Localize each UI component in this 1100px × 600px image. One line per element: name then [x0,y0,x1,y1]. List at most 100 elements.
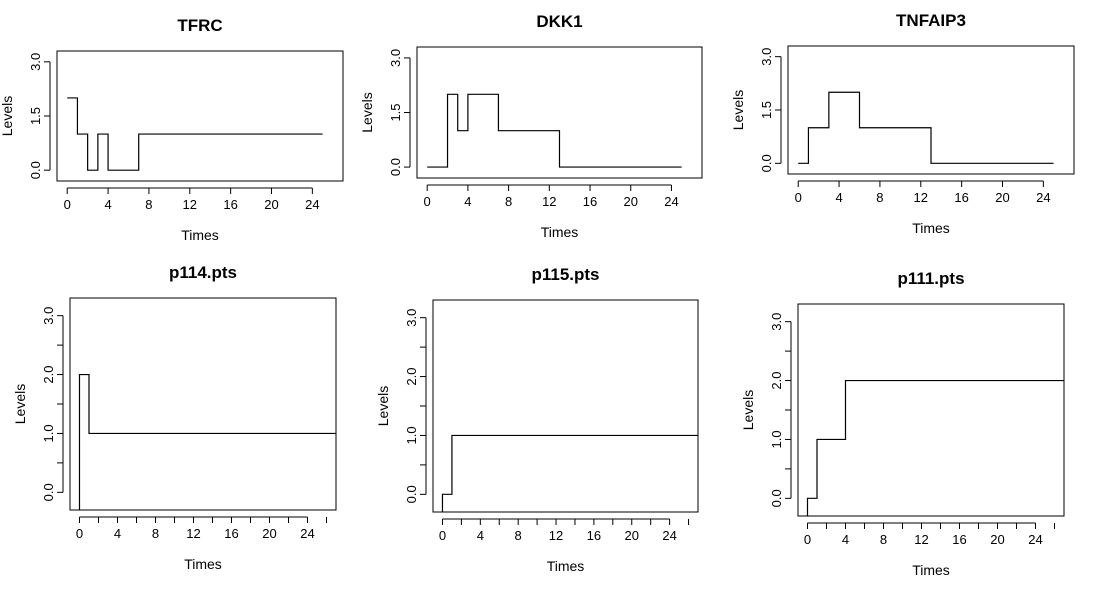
y-axis-label: Levels [730,90,746,130]
x-tick-label: 4 [464,194,471,209]
series-step-line [78,373,336,510]
plot-frame [432,299,699,513]
x-axis-label: Times [181,227,219,243]
x-tick-label: 0 [424,194,431,209]
x-tick-label: 8 [505,194,512,209]
chart-title: TNFAIP3 [896,11,966,30]
x-tick-label: 24 [664,194,678,209]
y-axis-label: Levels [12,384,28,424]
y-tick-label: 3.0 [388,49,403,67]
y-axis-label: Levels [740,390,756,430]
x-tick-label: 12 [183,197,197,212]
x-tick-label: 0 [795,190,802,205]
plot-frame [797,303,1065,517]
y-tick-label: 2.0 [769,372,784,390]
x-tick-label: 16 [587,528,601,543]
chart-panel-3: TNFAIP3 0 4 8 12 16 20 24 Times 0.0 1.5 3.0 Levels [730,11,1075,236]
x-tick-label: 24 [305,197,319,212]
chart-title: TFRC [177,16,222,35]
plot-frame [787,45,1075,175]
y-tick-label: 0.0 [388,158,403,176]
series-step-line [67,97,323,171]
x-tick-label: 24 [1036,190,1050,205]
x-tick-label: 24 [300,526,314,541]
x-tick-label: 20 [624,194,638,209]
y-tick-label: 0.0 [28,161,43,179]
x-tick-label: 8 [145,197,152,212]
x-tick-label: 0 [804,532,811,547]
y-tick-label: 1.0 [404,426,419,444]
y-tick-label: 3.0 [759,48,774,66]
chart-panel-4: p114.pts 0 4 8 12 16 20 24 Times 0.0 1.0 2.0 3.0 Leve… [12,263,337,572]
chart-title: p114.pts [169,263,237,282]
y-tick-label: 1.5 [388,103,403,121]
y-axis-label: Levels [0,96,15,136]
y-tick-label: 1.5 [759,101,774,119]
x-tick-label: 20 [995,190,1009,205]
x-tick-label: 16 [954,190,968,205]
x-tick-label: 12 [549,528,563,543]
chart-title: DKK1 [536,12,582,31]
chart-panel-1: TFRC 0 4 8 12 16 20 24 Times 0.0 1.5 3.0 Levels [0,16,344,243]
y-tick-label: 0.0 [759,154,774,172]
x-tick-label: 16 [223,197,237,212]
y-axis-label: Levels [359,92,375,132]
y-tick-label: 2.0 [41,366,56,384]
y-tick-label: 1.5 [28,107,43,125]
x-tick-label: 0 [76,526,83,541]
x-tick-label: 20 [264,197,278,212]
x-tick-label: 24 [1028,532,1042,547]
chart-panel-2: DKK1 0 4 8 12 16 20 24 Times 0.0 1.5 3.0 Levels [359,12,703,240]
plot-frame [69,297,337,511]
y-tick-label: 3.0 [41,307,56,325]
x-axis-label: Times [912,220,950,236]
x-tick-label: 0 [64,197,71,212]
x-tick-label: 16 [224,526,238,541]
y-axis-label: Levels [375,386,391,426]
x-tick-label: 16 [952,532,966,547]
x-axis-label: Times [541,224,579,240]
chart-title: p115.pts [531,265,599,284]
x-tick-label: 12 [186,526,200,541]
y-tick-label: 0.0 [769,489,784,507]
y-tick-label: 2.0 [404,368,419,386]
y-tick-label: 1.0 [769,430,784,448]
chart-panel-5: p115.pts 0 4 8 12 16 20 24 Times 0.0 1.0 2.0 3.0 Leve… [375,265,699,574]
x-tick-label: 12 [914,532,928,547]
x-tick-label: 8 [876,190,883,205]
x-tick-label: 4 [835,190,842,205]
x-axis-label: Times [912,562,950,578]
x-tick-label: 8 [152,526,159,541]
y-tick-label: 0.0 [404,485,419,503]
x-axis-label: Times [184,556,222,572]
y-tick-label: 3.0 [769,313,784,331]
y-tick-label: 0.0 [41,483,56,501]
series-step-line [441,434,698,512]
x-tick-label: 4 [104,197,111,212]
x-tick-label: 4 [477,528,484,543]
x-tick-label: 0 [439,528,446,543]
chart-panel-6: p111.pts 0 4 8 12 16 20 24 Times 0.0 1.0 2.0 3.0 Leve… [740,269,1065,578]
x-tick-label: 12 [542,194,556,209]
series-step-line [427,93,682,168]
x-tick-label: 4 [114,526,121,541]
x-axis-label: Times [547,558,585,574]
x-tick-label: 4 [842,532,849,547]
x-tick-label: 8 [880,532,887,547]
plot-frame [56,50,344,182]
plot-frame [416,46,703,179]
x-tick-label: 12 [914,190,928,205]
y-tick-label: 1.0 [41,424,56,442]
series-step-line [806,379,1064,516]
x-tick-label: 8 [515,528,522,543]
series-step-line [798,91,1054,164]
y-tick-label: 3.0 [28,53,43,71]
chart-title: p111.pts [897,269,964,288]
x-tick-label: 16 [583,194,597,209]
x-tick-label: 20 [625,528,639,543]
x-tick-label: 24 [662,528,676,543]
x-tick-label: 20 [262,526,276,541]
x-tick-label: 20 [990,532,1004,547]
y-tick-label: 3.0 [404,309,419,327]
